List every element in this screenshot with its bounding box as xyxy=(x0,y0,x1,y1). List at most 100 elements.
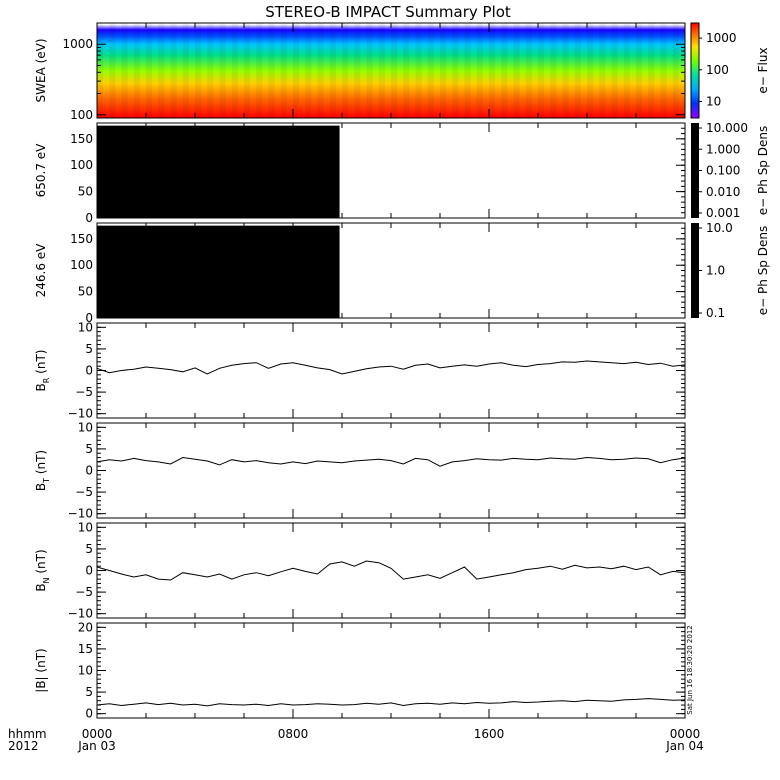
x-tick-label: 0000 xyxy=(82,727,113,741)
colorbar-tick-label: 1.000 xyxy=(706,142,740,156)
plot-timestamp: Sat Jun 16 18:30:20 2012 xyxy=(686,625,694,714)
y-tick-label: 150 xyxy=(70,232,93,246)
series-line-br xyxy=(96,360,686,375)
y-tick-label: 15 xyxy=(78,642,93,656)
colorbar-tick-label: 0.001 xyxy=(706,206,740,220)
spectrogram-texture xyxy=(329,23,336,118)
panel-frame xyxy=(96,622,686,719)
y-tick-label: 0 xyxy=(85,364,93,378)
colorbar-tick-label: 100 xyxy=(706,63,729,77)
spectrogram-texture xyxy=(133,23,140,118)
y-tick-label: −10 xyxy=(68,507,93,521)
y-axis-label: 246.6 eV xyxy=(34,243,48,298)
pitch-angle-data-block xyxy=(97,125,340,218)
y-axis-label: 650.7 eV xyxy=(34,143,48,198)
colorbar xyxy=(691,223,699,318)
y-axis-label-unit: (nT) xyxy=(34,350,48,378)
y-tick-label: 10 xyxy=(78,320,93,334)
y-axis-label: BR (nT) xyxy=(34,350,51,392)
spectrogram-texture xyxy=(440,23,447,118)
spectrogram-texture xyxy=(195,23,202,118)
panel-br: −10 −5 0 5 10 BR (nT) xyxy=(34,320,686,421)
spectrogram-texture xyxy=(501,23,508,118)
spectrogram-texture xyxy=(464,23,471,118)
spectrogram-texture xyxy=(513,23,520,118)
spectrogram-texture xyxy=(525,23,532,118)
y-axis-label-main: |B| xyxy=(34,676,48,692)
panel-bn: −10 −5 0 5 10 BN (nT) xyxy=(34,520,686,621)
spectrogram-texture xyxy=(317,23,324,118)
x-tick-label: 0800 xyxy=(278,727,309,741)
y-axis-label-unit: (nT) xyxy=(34,450,48,478)
spectrogram-texture xyxy=(244,23,251,118)
spectrogram-texture xyxy=(648,23,655,118)
colorbar-label: e− Ph Sp Dens xyxy=(756,126,770,215)
colorbar-tick-label: 10.0 xyxy=(706,221,733,235)
y-tick-label: −5 xyxy=(75,585,93,599)
y-tick-label: 100 xyxy=(70,258,93,272)
y-axis-label-unit: (nT) xyxy=(34,648,48,676)
y-tick-label: −10 xyxy=(68,407,93,421)
y-axis-label-main: B xyxy=(34,383,48,391)
spectrogram-texture xyxy=(231,23,238,118)
y-axis-label: BT (nT) xyxy=(34,450,51,491)
spectrogram-fill xyxy=(97,23,685,118)
spectrogram-texture xyxy=(182,23,189,118)
series-line-bmag xyxy=(96,698,686,707)
x-tick-date: Jan 04 xyxy=(665,739,704,753)
spectrogram-texture xyxy=(574,23,581,118)
y-tick-label: 0 xyxy=(85,311,93,325)
panel-pad246: 10.0 1.0 0.1 e− Ph Sp Dens 0 50 100 150 246.6 eV xyxy=(34,221,770,325)
panel-frame xyxy=(96,522,686,619)
y-tick-label: 0 xyxy=(85,707,93,721)
y-tick-label: 5 xyxy=(85,542,93,556)
colorbar-tick-label: 0.1 xyxy=(706,306,725,320)
pitch-angle-data-block xyxy=(97,225,340,318)
spectrogram-texture xyxy=(97,23,104,118)
spectrogram-texture xyxy=(268,23,275,118)
y-tick-label: 0 xyxy=(85,464,93,478)
colorbar xyxy=(691,123,699,218)
series-line-bn xyxy=(96,560,686,581)
y-tick-label: 0 xyxy=(85,564,93,578)
spectrogram-texture xyxy=(170,23,177,118)
spectrogram-texture xyxy=(109,23,116,118)
y-tick-label: 50 xyxy=(78,185,93,199)
spectrogram-texture xyxy=(280,23,287,118)
y-axis-label: |B| (nT) xyxy=(34,648,48,692)
y-tick-label: 5 xyxy=(85,685,93,699)
spectrogram-texture xyxy=(636,23,643,118)
panel-frame xyxy=(96,422,686,519)
spectrogram-texture xyxy=(403,23,410,118)
spectrogram-texture xyxy=(207,23,214,118)
spectrogram-texture xyxy=(342,23,349,118)
colorbar-label: e− Flux xyxy=(756,47,770,93)
panel-bt: −10 −5 0 5 10 BT (nT) xyxy=(34,420,686,521)
y-axis-label-unit: (nT) xyxy=(34,549,48,577)
colorbar-tick-label: 10 xyxy=(706,94,721,108)
spectrogram-texture xyxy=(305,23,312,118)
colorbar-tick-label: 0.010 xyxy=(706,185,740,199)
spectrogram-texture xyxy=(146,23,153,118)
x-tick-label: 0000 xyxy=(670,727,701,741)
spectrogram-texture xyxy=(391,23,398,118)
spectrogram-texture xyxy=(489,23,496,118)
y-axis-label-sub: N xyxy=(42,577,51,583)
spectrogram-texture xyxy=(378,23,385,118)
spectrogram-texture xyxy=(611,23,618,118)
spectrogram-texture xyxy=(623,23,630,118)
spectrogram-texture xyxy=(366,23,373,118)
y-tick-label: 5 xyxy=(85,442,93,456)
spectrogram-texture xyxy=(672,23,679,118)
y-tick-label: 0 xyxy=(85,211,93,225)
spectrogram-texture xyxy=(354,23,361,118)
y-axis-label-sub: T xyxy=(42,478,51,484)
y-axis-label: SWEA (eV) xyxy=(34,38,48,102)
spectrogram-texture xyxy=(415,23,422,118)
spectrogram-texture xyxy=(121,23,128,118)
spectrogram-texture xyxy=(550,23,557,118)
y-tick-label: 10 xyxy=(78,664,93,678)
y-tick-label: 150 xyxy=(70,132,93,146)
spectrogram-texture xyxy=(562,23,569,118)
